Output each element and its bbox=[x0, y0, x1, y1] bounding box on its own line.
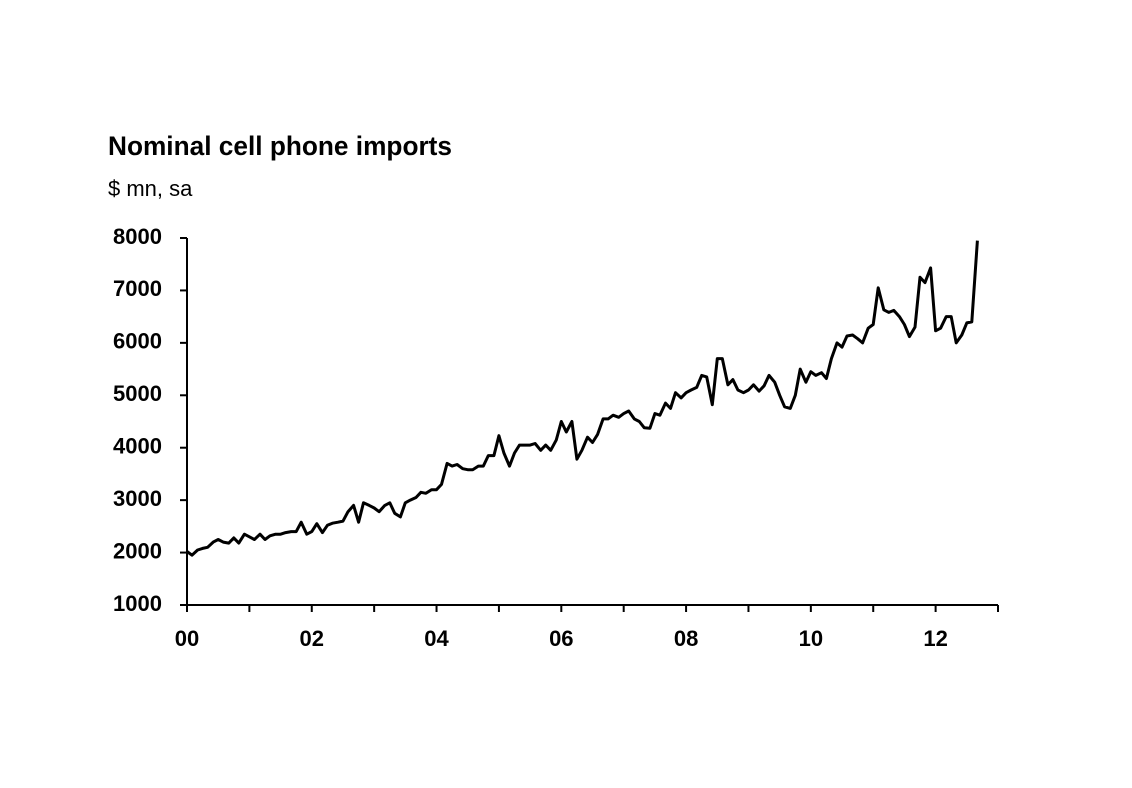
x-tick-label: 12 bbox=[923, 626, 947, 651]
y-tick-label: 6000 bbox=[113, 329, 162, 354]
y-tick-label: 5000 bbox=[113, 381, 162, 406]
y-tick-label: 3000 bbox=[113, 486, 162, 511]
x-tick-label: 04 bbox=[424, 626, 449, 651]
y-tick-label: 2000 bbox=[113, 538, 162, 563]
x-tick-label: 06 bbox=[549, 626, 573, 651]
chart-title: Nominal cell phone imports bbox=[108, 131, 452, 161]
y-tick-label: 7000 bbox=[113, 276, 162, 301]
chart-subtitle: $ mn, sa bbox=[108, 176, 193, 201]
y-tick-label: 8000 bbox=[113, 224, 162, 249]
y-tick-label: 4000 bbox=[113, 434, 162, 459]
x-tick-label: 08 bbox=[674, 626, 698, 651]
x-tick-label: 00 bbox=[175, 626, 199, 651]
x-tick-label: 10 bbox=[799, 626, 823, 651]
y-tick-label: 1000 bbox=[113, 591, 162, 616]
data-line bbox=[186, 240, 979, 557]
x-tick-label: 02 bbox=[300, 626, 324, 651]
